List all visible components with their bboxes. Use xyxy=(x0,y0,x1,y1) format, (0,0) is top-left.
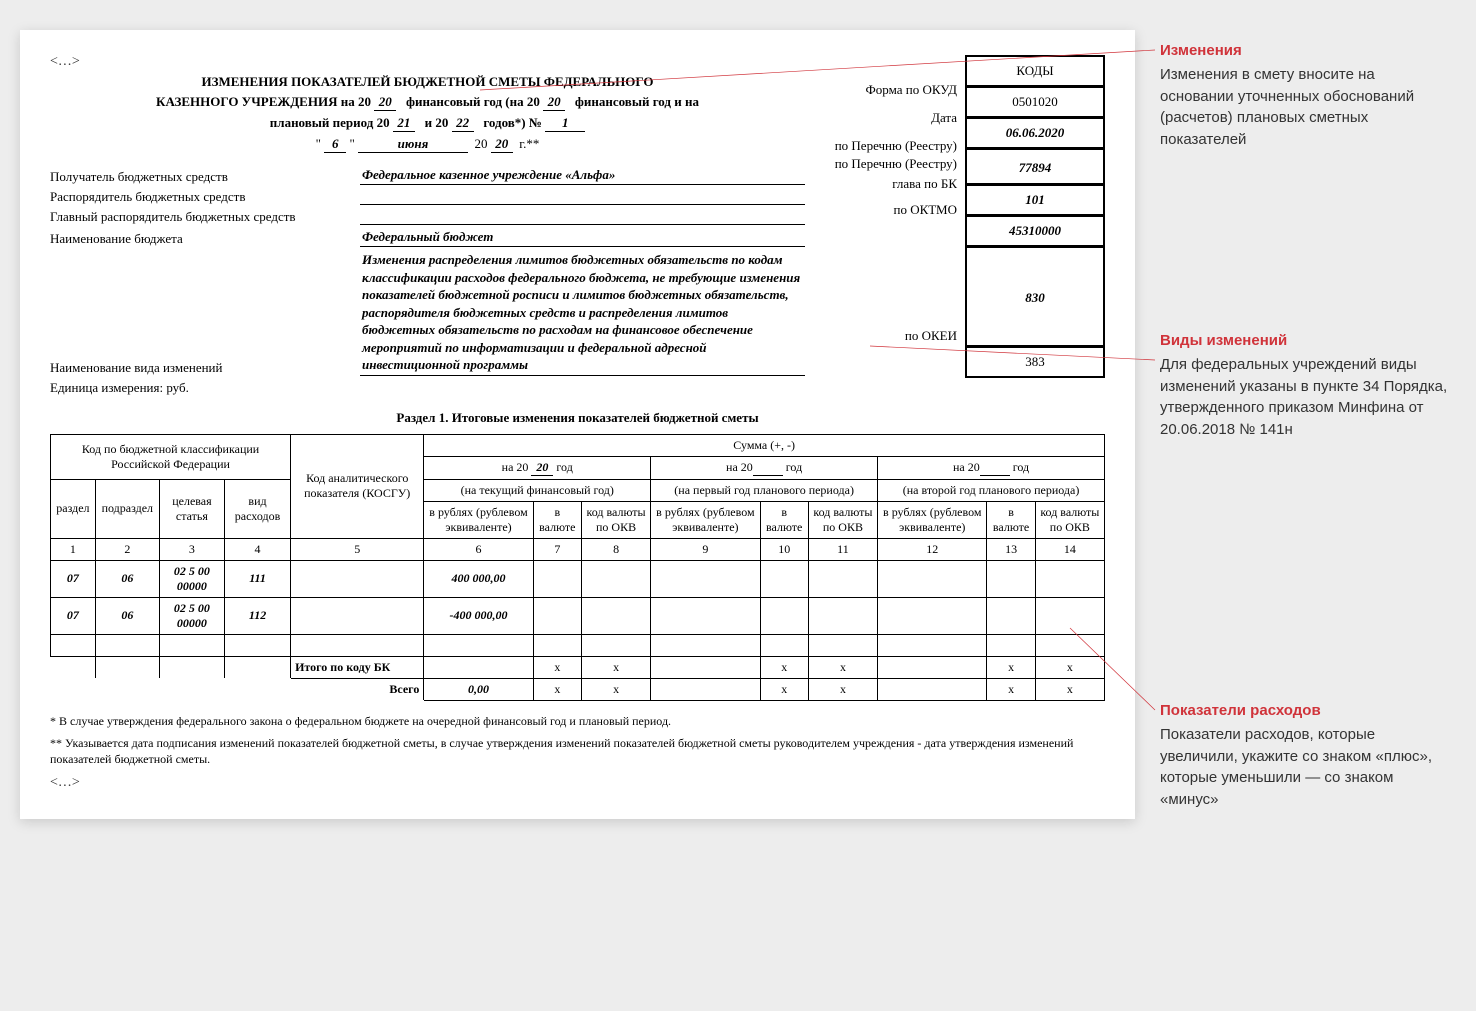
date-yy: 20 xyxy=(491,136,513,153)
table-row-itogo: Итого по коду БК xx xx xx xyxy=(51,656,1105,678)
code-change-type: 830 xyxy=(965,246,1105,346)
page-canvas: <…> ИЗМЕНЕНИЯ ПОКАЗАТЕЛЕЙ БЮДЖЕТНОЙ СМЕТ… xyxy=(0,0,1476,1011)
label-glava: глава по БК xyxy=(835,177,957,203)
th-vid: вид расходов xyxy=(224,479,290,538)
title2-post: финансовый год и на xyxy=(575,94,699,109)
th-val3: в валюте xyxy=(987,501,1035,538)
document: <…> ИЗМЕНЕНИЯ ПОКАЗАТЕЛЕЙ БЮДЖЕТНОЙ СМЕТ… xyxy=(20,30,1135,819)
table-row-empty xyxy=(51,634,1105,656)
header-left: ИЗМЕНЕНИЯ ПОКАЗАТЕЛЕЙ БЮДЖЕТНОЙ СМЕТЫ ФЕ… xyxy=(50,74,805,163)
table-row: 07 06 02 5 00 00000 112 -400 000,00 xyxy=(51,597,1105,634)
label-recipient: Получатель бюджетных средств xyxy=(50,169,360,185)
plan-line: плановый период 20 21 и 20 22 годов*) № … xyxy=(50,115,805,132)
th-year1: на 20 20 год xyxy=(424,456,651,479)
th-p1: (на первый год планового периода) xyxy=(651,479,878,501)
code-okud: 0501020 xyxy=(965,86,1105,117)
date-ypre: 20 xyxy=(475,136,488,151)
footnote-2: ** Указывается дата подписания изменений… xyxy=(50,735,1105,767)
th-rub1: в рублях (рублевом эквиваленте) xyxy=(424,501,533,538)
th-rub3: в рублях (рублевом эквиваленте) xyxy=(878,501,987,538)
title2-y1: 20 xyxy=(374,94,396,111)
th-year3: на 20 год xyxy=(878,456,1105,479)
label-okei: по ОКЕИ xyxy=(835,329,957,351)
title-line1: ИЗМЕНЕНИЯ ПОКАЗАТЕЛЕЙ БЮДЖЕТНОЙ СМЕТЫ ФЕ… xyxy=(50,74,805,90)
value-recipient: Федеральное казенное учреждение «Альфа» xyxy=(360,167,805,185)
annotation-1-body: Изменения в смету вносите на основании у… xyxy=(1160,64,1450,151)
footnotes: * В случае утверждения федерального зако… xyxy=(50,713,1105,768)
ellipsis-top: <…> xyxy=(50,54,1105,70)
annotation-1-title: Изменения xyxy=(1160,40,1450,62)
label-oktmo: по ОКТМО xyxy=(835,203,957,231)
label-okud: Форма по ОКУД xyxy=(835,83,957,111)
right-labels: Форма по ОКУД Дата по Перечню (Реестру) … xyxy=(835,83,957,351)
colnum-row: 1234567891011121314 xyxy=(51,538,1105,560)
title2-pre: КАЗЕННОГО УЧРЕЖДЕНИЯ на 20 xyxy=(156,94,371,109)
th-kosgu: Код аналитического показателя (КОСГУ) xyxy=(291,434,424,538)
th-sum: Сумма (+, -) xyxy=(424,434,1105,456)
plan-pre: плановый период 20 xyxy=(270,115,390,130)
code-glava: 101 xyxy=(965,184,1105,215)
code-date: 06.06.2020 xyxy=(965,117,1105,148)
annotation-2-body: Для федеральных учреждений виды изменени… xyxy=(1160,354,1450,441)
plan-mid: и 20 xyxy=(425,115,449,130)
section1-title: Раздел 1. Итоговые изменения показателей… xyxy=(50,410,1105,426)
date-row: " 6 " июня 20 20 г.** xyxy=(50,136,805,153)
date-post: г.** xyxy=(519,136,539,151)
plan-y2: 22 xyxy=(452,115,474,132)
value-disposer xyxy=(360,189,805,205)
annotation-1: Изменения Изменения в смету вносите на о… xyxy=(1160,40,1450,151)
th-podrazdel: подраздел xyxy=(95,479,159,538)
label-main-disposer: Главный распорядитель бюджетных средств xyxy=(50,209,360,225)
value-change-type: Изменения распределения лимитов бюджетны… xyxy=(360,251,805,376)
title2-y2: 20 xyxy=(543,94,565,111)
codes-box: КОДЫ 0501020 06.06.2020 77894 101 453100… xyxy=(965,55,1105,378)
codes-head: КОДЫ xyxy=(965,55,1105,86)
th-rub2: в рублях (рублевом эквиваленте) xyxy=(651,501,760,538)
label-perechen1: по Перечню (Реестру) xyxy=(835,139,957,157)
th-razdel: раздел xyxy=(51,479,96,538)
label-disposer: Распорядитель бюджетных средств xyxy=(50,189,360,205)
th-okv3: код валюты по ОКВ xyxy=(1035,501,1104,538)
th-target: целевая статья xyxy=(159,479,224,538)
title-line2: КАЗЕННОГО УЧРЕЖДЕНИЯ на 20 20 финансовый… xyxy=(50,94,805,111)
annotation-2: Виды изменений Для федеральных учреждени… xyxy=(1160,330,1450,441)
th-year2: на 20 год xyxy=(651,456,878,479)
annotation-3-title: Показатели расходов xyxy=(1160,700,1450,722)
main-table: Код по бюджетной классификации Российско… xyxy=(50,434,1105,701)
th-val2: в валюте xyxy=(760,501,808,538)
annotation-3: Показатели расходов Показатели расходов,… xyxy=(1160,700,1450,811)
code-oktmo: 45310000 xyxy=(965,215,1105,246)
plan-y1: 21 xyxy=(393,115,415,132)
th-okv1: код валюты по ОКВ xyxy=(581,501,650,538)
label-change-type: Наименование вида изменений xyxy=(50,360,360,376)
label-budget: Наименование бюджета xyxy=(50,231,360,247)
title2-mid: финансовый год (на 20 xyxy=(406,94,540,109)
date-month: июня xyxy=(358,136,468,153)
plan-post: годов*) № xyxy=(483,115,542,130)
th-cur: (на текущий финансовый год) xyxy=(424,479,651,501)
fields-block: КОДЫ 0501020 06.06.2020 77894 101 453100… xyxy=(50,167,1105,396)
code-okei: 383 xyxy=(965,346,1105,378)
value-main-disposer xyxy=(360,209,805,225)
th-kbk: Код по бюджетной классификации Российско… xyxy=(51,434,291,479)
label-perechen2: по Перечню (Реестру) xyxy=(835,157,957,177)
annotation-2-title: Виды изменений xyxy=(1160,330,1450,352)
date-day: 6 xyxy=(324,136,346,153)
th-okv2: код валюты по ОКВ xyxy=(808,501,877,538)
th-p2: (на второй год планового периода) xyxy=(878,479,1105,501)
table-row-total: Всего 0,00 xx xx xx xyxy=(51,678,1105,700)
label-date: Дата xyxy=(835,111,957,139)
code-perechen: 77894 xyxy=(965,148,1105,184)
annotation-3-body: Показатели расходов, которые увеличили, … xyxy=(1160,724,1450,811)
ellipsis-bottom: <…> xyxy=(50,775,1105,791)
doc-number: 1 xyxy=(545,115,585,132)
label-unit: Единица измерения: руб. xyxy=(50,380,360,396)
table-row: 07 06 02 5 00 00000 111 400 000,00 xyxy=(51,560,1105,597)
footnote-1: * В случае утверждения федерального зако… xyxy=(50,713,1105,729)
th-val1: в валюте xyxy=(533,501,581,538)
value-budget: Федеральный бюджет xyxy=(360,229,805,247)
